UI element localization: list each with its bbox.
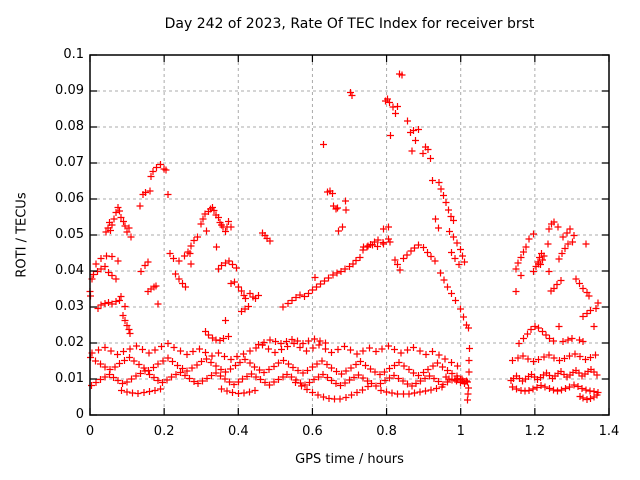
y-tick-label: 0.02 bbox=[55, 335, 84, 350]
y-tick-label: 0.01 bbox=[55, 371, 84, 386]
x-axis-label: GPS time / hours bbox=[295, 452, 404, 467]
x-tick-label: 0.4 bbox=[227, 424, 249, 439]
x-tick-label: 1.2 bbox=[524, 424, 546, 439]
y-tick-label: 0.06 bbox=[55, 191, 84, 206]
y-tick-label: 0.05 bbox=[55, 227, 84, 242]
y-tick-label: 0.03 bbox=[55, 299, 84, 314]
x-tick-label: 0 bbox=[85, 424, 95, 439]
x-tick-label: 1 bbox=[456, 424, 465, 439]
y-tick-label: 0.09 bbox=[55, 83, 84, 98]
x-tick-label: 0.6 bbox=[302, 424, 323, 439]
y-tick-label: 0.1 bbox=[63, 47, 84, 62]
scatter-points bbox=[86, 70, 602, 404]
y-tick-label: 0.04 bbox=[55, 263, 84, 278]
plot-border bbox=[89, 54, 610, 416]
x-tick-label: 0.8 bbox=[376, 424, 397, 439]
y-tick-label: 0 bbox=[75, 407, 84, 422]
x-tick-label: 0.2 bbox=[153, 424, 175, 439]
y-tick-label: 0.08 bbox=[55, 119, 84, 134]
y-tick-label: 0.07 bbox=[55, 155, 84, 170]
x-tick-label: 1.4 bbox=[598, 424, 620, 439]
chart-title: Day 242 of 2023, Rate Of TEC Index for r… bbox=[164, 16, 535, 32]
